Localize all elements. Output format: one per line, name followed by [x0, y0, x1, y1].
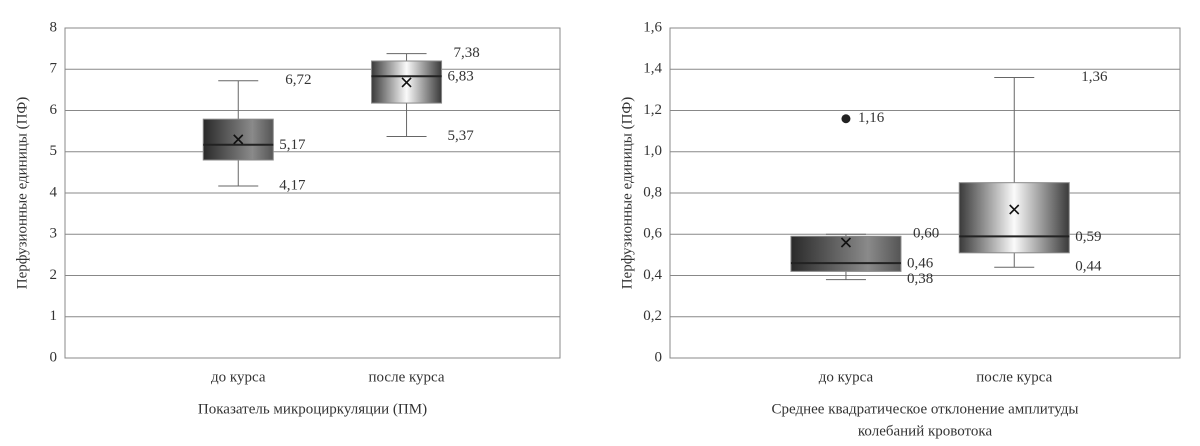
y-axis-label: Перфузионные единицы (ПФ)	[619, 97, 635, 290]
plot-border	[669, 27, 1181, 359]
y-tick-label: 1,0	[643, 143, 662, 159]
value-label: 6,72	[285, 72, 311, 88]
value-label: 4,17	[279, 177, 306, 193]
value-label: 0,46	[907, 256, 934, 272]
y-tick-label: 0,6	[643, 226, 662, 242]
x-tick-label: до курса	[819, 369, 874, 385]
y-tick-label: 5	[50, 143, 58, 159]
x-axis-label: колебаний кровотока	[858, 423, 993, 439]
y-tick-label: 1,4	[643, 61, 662, 77]
y-tick-label: 1,2	[643, 102, 662, 118]
mean-marker	[401, 77, 412, 88]
value-label: 0,60	[913, 226, 939, 242]
y-tick-label: 6	[50, 102, 58, 118]
x-tick-label: до курса	[211, 369, 266, 385]
y-tick-label: 0	[655, 349, 663, 365]
plot-border	[64, 27, 561, 359]
outlier-label: 1,16	[858, 110, 885, 126]
y-tick-label: 4	[50, 184, 58, 200]
y-tick-label: 7	[50, 61, 58, 77]
y-tick-label: 1	[50, 308, 58, 324]
y-tick-label: 0,8	[643, 184, 662, 200]
value-label: 0,38	[907, 271, 933, 287]
x-axis-label: Показатель микроциркуляции (ПМ)	[198, 401, 427, 417]
y-tick-label: 0,4	[643, 267, 662, 283]
y-tick-label: 1,6	[643, 19, 662, 35]
value-label: 6,83	[448, 69, 474, 85]
value-label: 0,59	[1075, 229, 1101, 245]
y-tick-label: 2	[50, 267, 58, 283]
box	[958, 182, 1070, 254]
value-label: 1,36	[1081, 69, 1108, 85]
y-tick-label: 8	[50, 19, 58, 35]
mean-marker	[233, 134, 244, 145]
mean-marker	[840, 237, 852, 248]
x-axis-label: Среднее квадратическое отклонение амплит…	[772, 401, 1079, 417]
x-tick-label: после курса	[369, 369, 445, 385]
y-axis-label: Перфузионные единицы (ПФ)	[14, 97, 30, 290]
x-tick-label: после курса	[976, 369, 1052, 385]
mean-marker	[1009, 204, 1020, 215]
y-tick-label: 0,2	[643, 308, 662, 324]
y-tick-label: 0	[50, 349, 58, 365]
value-label: 7,38	[454, 45, 480, 61]
outlier	[841, 114, 851, 124]
y-tick-label: 3	[50, 226, 58, 242]
value-label: 5,17	[279, 137, 306, 153]
value-label: 5,37	[448, 128, 475, 144]
value-label: 0,44	[1075, 259, 1102, 275]
